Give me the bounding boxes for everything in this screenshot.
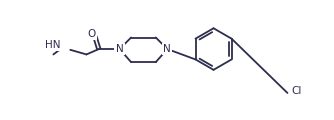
Text: Cl: Cl bbox=[291, 86, 302, 96]
Text: N: N bbox=[116, 44, 124, 54]
Text: HN: HN bbox=[45, 40, 60, 50]
Text: N: N bbox=[163, 44, 171, 54]
Text: O: O bbox=[88, 29, 96, 39]
